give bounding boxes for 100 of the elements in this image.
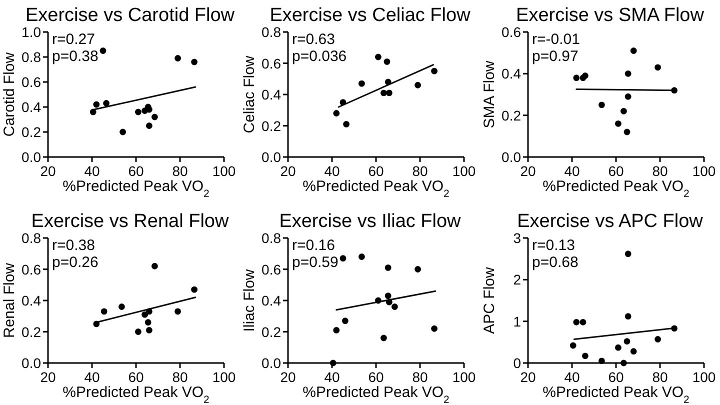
x-axis-title: %Predicted Peak VO$_{2}$ <box>542 178 690 200</box>
x-tick-label: 20 <box>280 163 296 179</box>
y-tick-label: 0.2 <box>22 324 42 340</box>
y-tick-label: 0.8 <box>262 24 282 40</box>
y-tick-label: 0.6 <box>502 24 522 40</box>
point <box>152 262 158 270</box>
chart-title: Exercise vs Renal Flow <box>31 211 229 232</box>
x-tick-label: 40 <box>564 163 580 179</box>
annotation: r=0.63 <box>292 31 335 48</box>
point <box>654 336 661 342</box>
point <box>624 338 630 345</box>
x-tick-label: 20 <box>520 369 536 385</box>
x-tick-label: 60 <box>608 163 624 179</box>
point <box>624 93 632 100</box>
point <box>384 264 392 271</box>
point <box>358 80 365 87</box>
x-tick-label: 100 <box>212 369 236 385</box>
y-tick-label: 0.4 <box>22 292 42 308</box>
x-tick-label: 40 <box>84 369 100 385</box>
point <box>431 68 438 74</box>
point <box>384 292 392 300</box>
annotation: r=0.13 <box>532 237 575 254</box>
annotation: p=0.26 <box>52 254 98 271</box>
annotation: p=0.38 <box>52 48 98 65</box>
point <box>358 254 365 260</box>
point <box>414 266 421 272</box>
chart-title: Exercise vs APC Flow <box>517 211 704 232</box>
x-tick-label: 20 <box>40 163 56 179</box>
point <box>174 55 181 62</box>
x-axis-title: %Predicted Peak VO$_{2}$ <box>542 384 690 405</box>
y-axis-title: SMA Flow <box>481 60 498 128</box>
point <box>598 358 605 364</box>
point <box>135 108 142 116</box>
point <box>380 90 387 96</box>
point <box>340 255 346 262</box>
y-tick-label: 0.4 <box>502 66 522 82</box>
y-tick-label: 0.2 <box>262 118 282 134</box>
point <box>100 308 108 315</box>
y-tick-label: 0.6 <box>22 74 42 90</box>
point <box>624 128 630 136</box>
y-tick-label: 0.4 <box>262 86 282 102</box>
annotation: r=0.38 <box>52 237 95 254</box>
x-tick-label: 40 <box>84 163 100 179</box>
x-tick-label: 100 <box>692 163 716 179</box>
point <box>343 120 350 128</box>
point <box>146 122 152 129</box>
point <box>146 326 152 334</box>
point <box>615 120 622 127</box>
point <box>174 308 181 315</box>
x-tick-label: 80 <box>652 369 668 385</box>
point <box>414 82 421 88</box>
y-tick-label: 1.0 <box>22 24 42 40</box>
x-tick-label: 60 <box>368 369 384 385</box>
y-tick-label: 0.2 <box>502 107 522 124</box>
point <box>191 58 198 66</box>
point <box>582 352 588 360</box>
y-tick-label: 0.4 <box>262 292 282 308</box>
point <box>375 54 382 60</box>
point <box>573 74 580 82</box>
y-tick-label: 2 <box>513 272 522 288</box>
x-tick-label: 40 <box>564 369 580 385</box>
point <box>615 344 622 351</box>
y-tick-label: 3 <box>513 230 522 246</box>
annotation: p=0.97 <box>532 48 578 65</box>
x-tick-label: 60 <box>368 163 384 179</box>
y-tick-label: 0.2 <box>22 124 42 140</box>
y-tick-label: 0.8 <box>262 230 282 246</box>
point <box>386 90 392 96</box>
x-tick-label: 100 <box>212 163 236 179</box>
chart-title: Exercise vs Iliac Flow <box>279 211 462 232</box>
annotation: r=0.27 <box>52 31 95 48</box>
point <box>152 114 158 120</box>
x-axis-title: %Predicted Peak VO$_{2}$ <box>62 384 210 405</box>
y-tick-label: 0.0 <box>502 149 522 165</box>
point <box>630 48 637 54</box>
y-tick-label: 0.6 <box>22 261 42 278</box>
y-axis-title: Carotid Flow <box>1 52 18 137</box>
chart-title: Exercise vs Carotid Flow <box>25 5 235 26</box>
annotation: r=0.16 <box>292 237 335 254</box>
point <box>120 128 126 136</box>
x-axis-title: %Predicted Peak VO$_{2}$ <box>302 178 450 200</box>
point <box>342 318 348 324</box>
y-tick-label: 0.0 <box>22 149 42 165</box>
point <box>103 100 110 106</box>
point <box>135 328 142 335</box>
point <box>630 348 637 355</box>
x-tick-label: 20 <box>280 369 296 385</box>
x-axis-title: %Predicted Peak VO$_{2}$ <box>302 384 450 405</box>
point <box>580 318 586 326</box>
point <box>100 48 106 54</box>
point <box>144 319 152 326</box>
point <box>624 313 632 320</box>
point <box>90 108 96 116</box>
x-tick-label: 60 <box>128 369 144 385</box>
y-tick-label: 0.6 <box>262 261 282 278</box>
point <box>333 110 340 116</box>
y-tick-label: 0.4 <box>22 99 42 115</box>
x-tick-label: 80 <box>172 163 188 179</box>
x-tick-label: 80 <box>412 369 428 385</box>
y-tick-label: 0.8 <box>22 230 42 246</box>
